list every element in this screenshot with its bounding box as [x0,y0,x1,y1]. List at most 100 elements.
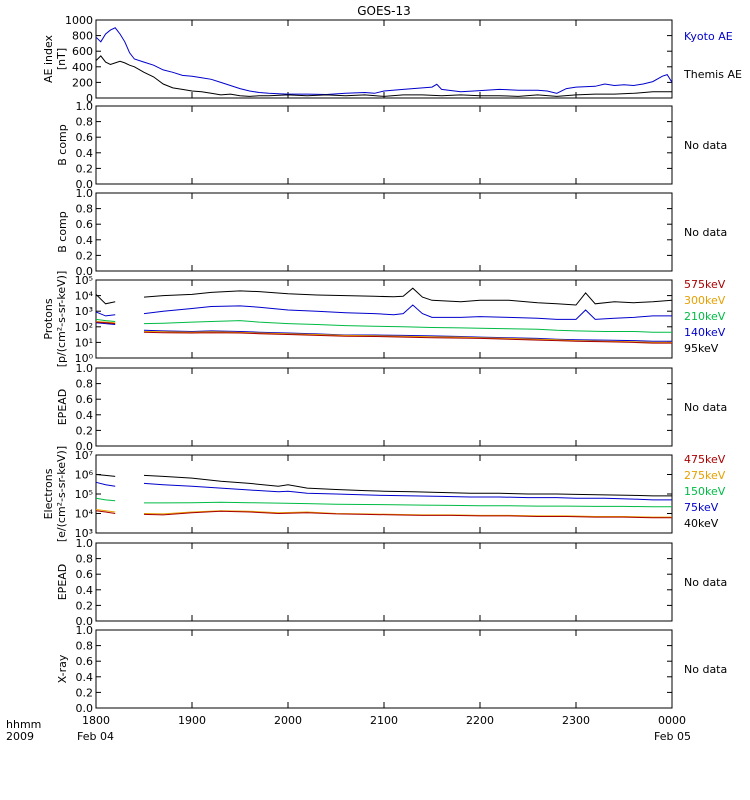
series-line-95kev [95,287,673,306]
y-tick-label: 1.0 [76,100,94,113]
y-tick-label: 200 [72,76,93,89]
y-tick-label: 10¹ [75,336,93,349]
y-tick-label: 0.8 [76,553,94,566]
y-tick-label: 0.8 [76,378,94,391]
y-tick-label: 0.4 [76,584,94,597]
y-tick-label: 10³ [75,305,93,318]
y-tick-label: 10⁷ [75,449,93,462]
legend-entry: 95keV [684,342,719,355]
y-tick-label: 10⁵ [75,488,93,501]
y-tick-label: 400 [72,61,93,74]
series-line-75kev [95,481,672,501]
y-tick-label: 0.2 [76,599,94,612]
legend-entry: 275keV [684,469,726,482]
legend-entry: 300keV [684,294,726,307]
y-axis-unit: [e/(cm²-s-sr-keV)] [55,446,68,542]
y-tick-label: 0.6 [76,655,94,668]
no-data-note: No data [684,663,727,676]
y-tick-label: 10⁴ [75,290,94,303]
y-tick-label: 0.2 [76,686,94,699]
y-tick-label: 0.8 [76,116,94,129]
panel-frame [95,192,673,272]
y-tick-label: 1.0 [76,624,94,637]
series-line-140kev-low [95,322,672,342]
legend-entry: 75keV [684,501,719,514]
series-line-300kev [95,321,672,343]
legend-entry: 475keV [684,453,726,466]
y-axis-label: EPEAD [56,389,69,426]
x-tick-label: 2300 [562,714,590,727]
y-axis-label: Protons [42,298,55,339]
y-tick-label: 0.6 [76,218,94,231]
panel-frame [95,542,673,622]
y-tick-label: 1.0 [76,537,94,550]
y-axis-unit: [nT] [55,48,68,70]
chart-title: GOES-13 [357,4,411,18]
y-axis-label: EPEAD [56,564,69,601]
series-line-150kev [95,497,672,508]
y-tick-label: 10⁰ [75,352,94,365]
legend-entry: 40keV [684,517,719,530]
legend-entry: Kyoto AE [684,30,733,43]
y-tick-label: 0.8 [76,640,94,653]
y-tick-label: 0.0 [76,615,94,628]
y-tick-label: 10³ [75,527,93,540]
panel-frame [95,629,673,709]
series-line-575kev [95,321,672,344]
x-left-label-1: hhmm [6,718,41,731]
y-tick-label: 1.0 [76,187,94,200]
no-data-note: No data [684,226,727,239]
y-tick-label: 0.2 [76,424,94,437]
panel-electrons: 10³ 10⁴ 10⁵ 10⁶ 10⁷ Electrons [e/(cm²-s-sr-keV… [42,446,726,542]
y-tick-label: 0.4 [76,147,94,160]
x-tick-label: 2200 [466,714,494,727]
panel-frame [95,105,673,185]
x-start-date: Feb 04 [77,730,114,743]
y-axis-label: B comp [56,211,69,253]
panel-b1: 0.0 0.2 0.4 0.6 0.8 1.0 B comp No data [56,100,727,191]
series-line-themis-ae [95,55,672,97]
series-line-210kev [95,318,672,333]
series-line-40kev [95,474,672,497]
y-tick-label: 0.6 [76,393,94,406]
panel-b2: 0.0 0.2 0.4 0.6 0.8 1.0 B comp No data [56,187,727,278]
panel-protons: 10⁰ 10¹ 10² 10³ 10⁴ 10⁵ Protons [p/(cm²-s-sr-ke… [42,271,726,368]
y-tick-label: 0.6 [76,131,94,144]
series-line-475kev [95,510,672,519]
panel-frame [95,454,673,534]
x-tick-label: 1800 [82,714,110,727]
y-tick-label: 0.0 [76,178,94,191]
y-axis-label: Electrons [42,468,55,519]
panel-epead2: 0.0 0.2 0.4 0.6 0.8 1.0 EPEAD No data [56,537,727,628]
y-tick-label: 1.0 [76,362,94,375]
legend-entry: 210keV [684,310,726,323]
x-tick-label: 2100 [370,714,398,727]
y-tick-label: 10⁵ [75,274,93,287]
y-tick-label: 0.0 [76,440,94,453]
no-data-note: No data [684,139,727,152]
y-tick-label: 10² [75,321,93,334]
y-tick-label: 0.2 [76,249,94,262]
y-tick-label: 1000 [65,14,93,27]
legend-entry: Themis AE [683,68,742,81]
legend-entry: 150keV [684,485,726,498]
x-tick-label: 1900 [178,714,206,727]
y-tick-label: 0.2 [76,162,94,175]
panel-frame [95,367,673,447]
x-tick-label: 0000 [658,714,686,727]
series-line-140kev [95,304,672,320]
panel-epead1: 0.0 0.2 0.4 0.6 0.8 1.0 EPEAD No data [56,362,727,453]
no-data-note: No data [684,401,727,414]
legend-entry: 575keV [684,278,726,291]
y-axis-unit: [p/(cm²-s-sr-keV)] [55,271,68,368]
x-left-label-2: 2009 [6,730,34,743]
y-tick-label: 0.0 [76,265,94,278]
y-tick-label: 0.4 [76,671,94,684]
series-line-kyoto-ae [95,27,673,96]
y-axis-label: AE index [42,34,55,83]
legend-entry: 140keV [684,326,726,339]
y-tick-label: 0 [86,92,93,105]
panel-xray: 0.0 0.2 0.4 0.6 0.8 1.0 X-ray No data [56,624,727,715]
y-tick-label: 10⁶ [75,469,94,482]
x-axis: 1800 1900 2000 2100 2200 2300 0000 [82,714,686,727]
